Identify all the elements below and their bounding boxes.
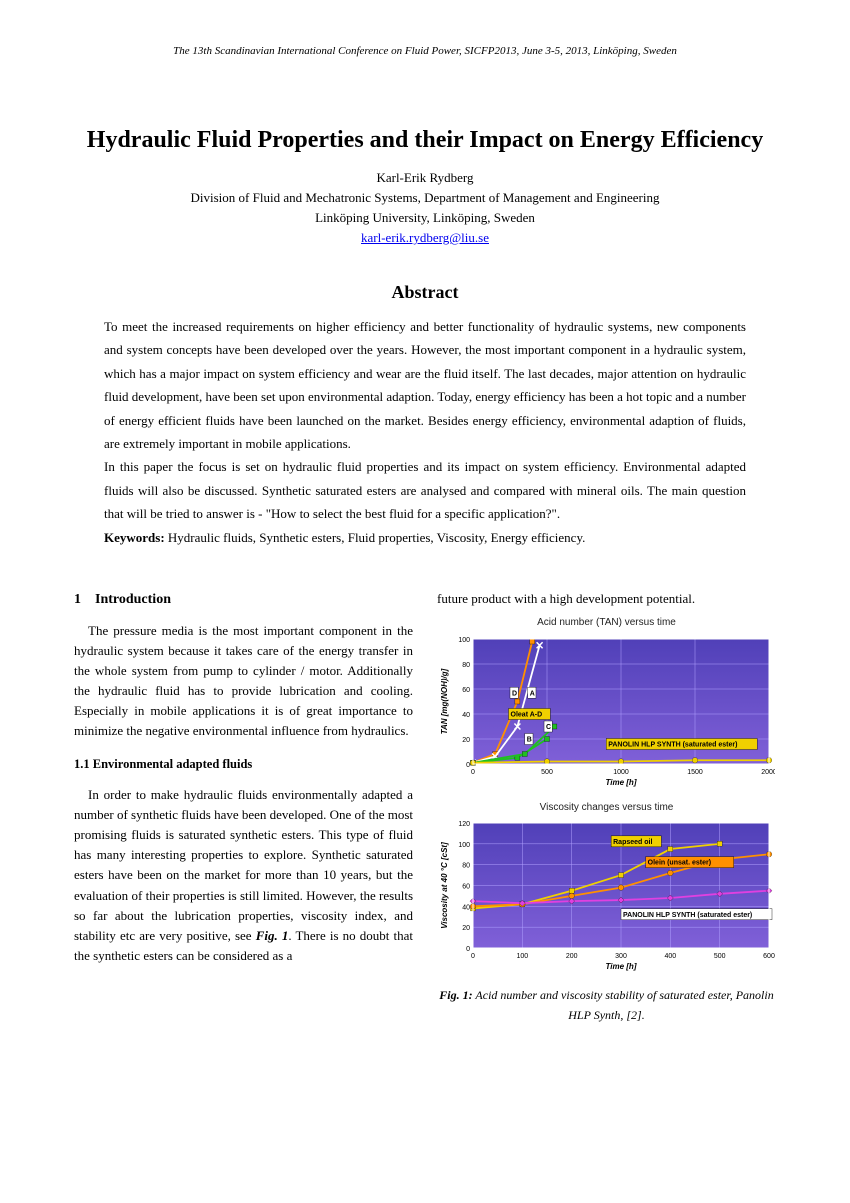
svg-text:300: 300 bbox=[615, 953, 627, 960]
chart-1-block: Acid number (TAN) versus time 0500100015… bbox=[437, 615, 776, 794]
abstract-body: To meet the increased requirements on hi… bbox=[104, 315, 746, 549]
svg-text:1000: 1000 bbox=[613, 769, 629, 776]
svg-text:100: 100 bbox=[458, 637, 470, 644]
section-1-1-text-a: In order to make hydraulic fluids enviro… bbox=[74, 787, 413, 943]
right-column: future product with a high development p… bbox=[437, 589, 776, 1025]
chart-2-title: Viscosity changes versus time bbox=[437, 800, 776, 816]
abstract-heading: Abstract bbox=[74, 282, 776, 303]
svg-text:Time [h]: Time [h] bbox=[606, 778, 637, 787]
svg-text:Time [h]: Time [h] bbox=[606, 962, 637, 971]
svg-text:TAN [mg(NOH)/g]: TAN [mg(NOH)/g] bbox=[440, 668, 449, 734]
section-1-heading: 1 Introduction bbox=[74, 589, 413, 611]
chart-1-title: Acid number (TAN) versus time bbox=[437, 615, 776, 631]
svg-text:Olein (unsat. ester): Olein (unsat. ester) bbox=[648, 860, 711, 867]
chart-2-block: Viscosity changes versus time 0100200300… bbox=[437, 800, 776, 979]
svg-text:B: B bbox=[527, 736, 532, 743]
svg-text:Viscosity at 40 °C [cSt]: Viscosity at 40 °C [cSt] bbox=[440, 842, 449, 929]
svg-text:D: D bbox=[512, 690, 517, 697]
section-1-title: Introduction bbox=[95, 592, 171, 607]
svg-text:0: 0 bbox=[466, 762, 470, 769]
col2-continuation: future product with a high development p… bbox=[437, 589, 776, 609]
section-1-1-heading: 1.1 Environmental adapted fluids bbox=[74, 755, 413, 774]
svg-text:0: 0 bbox=[471, 953, 475, 960]
keywords-text: Hydraulic fluids, Synthetic esters, Flui… bbox=[165, 530, 586, 545]
svg-text:80: 80 bbox=[462, 662, 470, 669]
figure-1-caption-text: Acid number and viscosity stability of s… bbox=[473, 988, 774, 1021]
author-name: Karl-Erik Rydberg bbox=[74, 170, 776, 186]
svg-text:Oleat A-D: Oleat A-D bbox=[511, 711, 543, 718]
author-email: karl-erik.rydberg@liu.se bbox=[74, 230, 776, 246]
svg-text:40: 40 bbox=[462, 905, 470, 912]
figure-reference-1: Fig. 1 bbox=[256, 928, 289, 943]
affiliation-line-2: Linköping University, Linköping, Sweden bbox=[74, 210, 776, 226]
paper-title: Hydraulic Fluid Properties and their Imp… bbox=[74, 127, 776, 154]
svg-text:20: 20 bbox=[462, 737, 470, 744]
svg-text:0: 0 bbox=[471, 769, 475, 776]
svg-text:1500: 1500 bbox=[687, 769, 703, 776]
svg-text:80: 80 bbox=[462, 863, 470, 870]
keywords-label: Keywords: bbox=[104, 530, 165, 545]
svg-text:500: 500 bbox=[541, 769, 553, 776]
svg-text:60: 60 bbox=[462, 884, 470, 891]
svg-text:600: 600 bbox=[763, 953, 775, 960]
figure-1-caption: Fig. 1: Acid number and viscosity stabil… bbox=[437, 986, 776, 1024]
abstract-para-1: To meet the increased requirements on hi… bbox=[104, 319, 746, 451]
svg-text:100: 100 bbox=[458, 842, 470, 849]
email-link[interactable]: karl-erik.rydberg@liu.se bbox=[361, 230, 489, 245]
section-1-para-1: The pressure media is the most important… bbox=[74, 621, 413, 742]
svg-text:C: C bbox=[546, 724, 551, 731]
svg-text:20: 20 bbox=[462, 925, 470, 932]
affiliation-line-1: Division of Fluid and Mechatronic System… bbox=[74, 190, 776, 206]
chart-1-svg: 0 500 1000 1500 2000 0 20 40 60 80 100 Time [h] TAN … bbox=[437, 633, 775, 788]
svg-text:PANOLIN HLP SYNTH (saturated e: PANOLIN HLP SYNTH (saturated ester) bbox=[623, 912, 752, 919]
svg-text:400: 400 bbox=[664, 953, 676, 960]
svg-text:60: 60 bbox=[462, 687, 470, 694]
svg-text:40: 40 bbox=[462, 712, 470, 719]
abstract-para-2: In this paper the focus is set on hydrau… bbox=[104, 459, 746, 521]
svg-text:500: 500 bbox=[714, 953, 726, 960]
svg-text:Rapseed oil: Rapseed oil bbox=[613, 839, 652, 846]
svg-text:A: A bbox=[530, 690, 535, 697]
svg-text:120: 120 bbox=[458, 821, 470, 828]
svg-text:100: 100 bbox=[516, 953, 528, 960]
svg-text:PANOLIN HLP SYNTH (saturated e: PANOLIN HLP SYNTH (saturated ester) bbox=[608, 741, 737, 748]
svg-text:200: 200 bbox=[566, 953, 578, 960]
section-1-1-para-1: In order to make hydraulic fluids enviro… bbox=[74, 785, 413, 966]
svg-text:2000: 2000 bbox=[761, 769, 775, 776]
figure-1-label: Fig. 1: bbox=[439, 988, 472, 1002]
svg-text:0: 0 bbox=[466, 946, 470, 953]
section-1-number: 1 bbox=[74, 592, 81, 607]
chart-2-svg: 0 100 200 300 400 500 600 0 20 40 60 80 100 120 Time [… bbox=[437, 817, 775, 972]
left-column: 1 Introduction The pressure media is the… bbox=[74, 589, 413, 1025]
conference-header: The 13th Scandinavian International Conf… bbox=[74, 45, 776, 57]
